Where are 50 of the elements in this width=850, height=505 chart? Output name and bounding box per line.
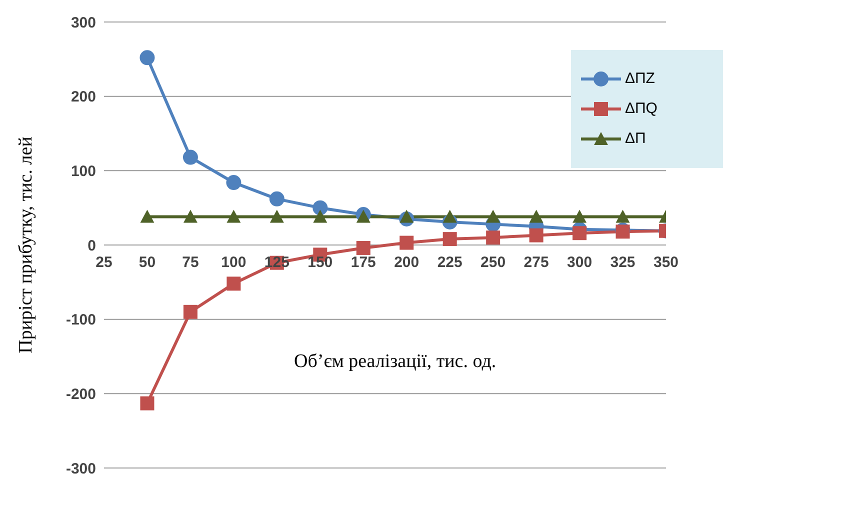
x-tick-label: 275: [524, 254, 549, 271]
point: [226, 210, 241, 223]
point: [529, 210, 544, 223]
y-tick-label: 100: [70, 162, 96, 180]
point: [313, 210, 328, 223]
point: [529, 228, 544, 242]
point: [486, 210, 500, 223]
legend-label: ΔПZ: [625, 70, 655, 87]
y-tick-label: 300: [70, 14, 96, 32]
x-tick-label: 350: [653, 254, 679, 271]
legend-label: ΔП: [625, 130, 646, 147]
point: [226, 175, 242, 190]
y-tick-label: -200: [66, 386, 96, 403]
x-tick-label: 75: [182, 254, 199, 271]
point: [183, 210, 198, 223]
x-tick-label: 200: [394, 254, 420, 271]
point: [400, 210, 414, 223]
x-axis-title: Об’єм реалізації, тис. од.: [294, 351, 496, 373]
point: [140, 50, 155, 66]
legend-label: ΔПQ: [625, 100, 658, 117]
point: [572, 210, 587, 223]
x-tick-label: 150: [308, 254, 333, 271]
point: [442, 210, 457, 223]
point: [226, 276, 241, 291]
x-tick-label: 50: [138, 254, 156, 271]
point: [140, 396, 154, 410]
y-tick-label: 200: [70, 88, 96, 106]
point: [356, 240, 370, 255]
x-tick-label: 250: [480, 254, 506, 271]
y-tick-label: -300: [66, 460, 96, 478]
x-tick-label: 325: [610, 254, 636, 271]
point: [140, 210, 154, 223]
x-tick-label: 175: [350, 254, 376, 271]
y-axis-title: Приріст прибутку, тис. лей: [16, 136, 37, 354]
point: [182, 150, 198, 165]
point: [400, 236, 414, 250]
x-tick-label: 225: [437, 254, 462, 271]
point: [269, 191, 284, 206]
point: [486, 230, 500, 245]
x-tick-label: 25: [96, 254, 112, 271]
y-tick-label: 0: [88, 237, 96, 254]
x-tick-label: 300: [567, 254, 592, 271]
x-tick-label: 100: [221, 254, 246, 271]
point: [183, 304, 198, 319]
y-tick-label: -100: [66, 312, 96, 329]
point: [312, 200, 328, 216]
point: [616, 210, 630, 223]
point: [270, 210, 284, 223]
point: [442, 232, 457, 246]
point: [572, 226, 587, 240]
